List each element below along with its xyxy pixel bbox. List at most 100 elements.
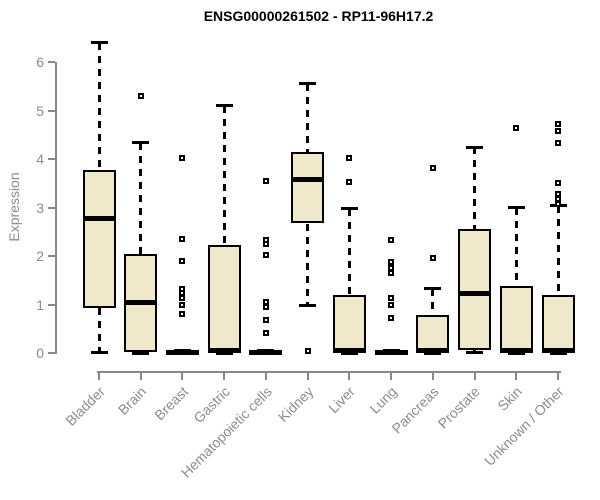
- lower-whisker-cap: [466, 350, 484, 354]
- lower-whisker-cap: [299, 303, 317, 307]
- x-axis-tick: [431, 373, 434, 380]
- x-axis-tick: [139, 373, 142, 380]
- x-axis-tick: [390, 373, 393, 380]
- outlier-point: [555, 180, 561, 187]
- x-tick-label: Liver: [325, 383, 358, 417]
- x-tick-label: Brain: [114, 383, 150, 418]
- outlier-point: [346, 179, 353, 186]
- outlier-point: [346, 155, 353, 162]
- median-line: [165, 349, 199, 355]
- x-tick-label: Bladder: [62, 383, 108, 429]
- outlier-point: [388, 315, 395, 322]
- median-line: [249, 349, 283, 355]
- outlier-point: [513, 125, 520, 132]
- upper-whisker: [97, 42, 101, 170]
- outlier-point: [555, 121, 561, 128]
- lower-whisker: [97, 307, 101, 353]
- y-axis-tick: [48, 109, 55, 112]
- box: [541, 294, 575, 353]
- x-axis-line: [97, 371, 561, 373]
- box: [416, 315, 450, 353]
- outlier-point: [262, 252, 269, 259]
- x-tick-label: Prostate: [434, 383, 484, 432]
- median-line: [374, 349, 408, 355]
- outlier-point: [304, 348, 311, 355]
- outlier-point: [262, 317, 269, 324]
- upper-whisker: [139, 142, 143, 255]
- box: [499, 286, 533, 352]
- median-line: [291, 176, 325, 182]
- median-line: [499, 348, 533, 354]
- lower-whisker: [306, 223, 310, 306]
- x-axis-tick: [515, 373, 518, 380]
- box: [82, 169, 116, 308]
- outlier-point: [179, 257, 186, 264]
- outlier-point: [262, 298, 269, 305]
- outlier-point: [262, 330, 269, 337]
- y-tick-label: 5: [36, 102, 44, 119]
- median-line: [332, 348, 366, 354]
- x-tick-label: Lung: [366, 383, 400, 417]
- upper-whisker-cap: [132, 141, 150, 144]
- x-axis-tick: [306, 373, 309, 380]
- median-line: [416, 348, 450, 354]
- outlier-point: [555, 127, 561, 134]
- y-axis-line: [55, 62, 57, 354]
- x-axis-tick: [264, 373, 267, 380]
- x-tick-label: Kidney: [274, 383, 317, 425]
- x-axis-tick: [223, 373, 226, 380]
- median-line: [458, 291, 492, 297]
- box: [207, 244, 241, 353]
- y-tick-label: 2: [36, 248, 44, 264]
- lower-whisker-cap: [132, 351, 150, 355]
- upper-whisker: [431, 288, 435, 316]
- upper-whisker: [306, 83, 310, 152]
- y-axis-tick: [48, 158, 55, 160]
- chart-title: ENSG00000261502 - RP11-96H17.2: [203, 8, 434, 24]
- x-axis-tick: [557, 373, 559, 380]
- y-axis-tick: [48, 303, 55, 306]
- outlier-point: [429, 255, 436, 262]
- y-tick-label: 0: [36, 345, 44, 361]
- lower-whisker-cap: [90, 350, 108, 354]
- upper-whisker: [514, 207, 518, 287]
- outlier-point: [429, 164, 436, 171]
- outlier-point: [555, 140, 561, 147]
- box: [332, 294, 366, 353]
- x-axis-tick: [98, 373, 100, 380]
- median-line: [541, 348, 575, 354]
- outlier-point: [388, 264, 395, 271]
- x-axis-tick: [348, 373, 351, 380]
- x-axis-tick: [181, 373, 184, 380]
- upper-whisker: [473, 147, 477, 229]
- upper-whisker-cap: [424, 287, 442, 291]
- upper-whisker-cap: [466, 145, 484, 149]
- y-tick-label: 3: [36, 199, 44, 216]
- outlier-point: [555, 200, 561, 207]
- y-axis-tick: [48, 206, 55, 209]
- upper-whisker-cap: [507, 206, 525, 209]
- box: [291, 151, 325, 224]
- upper-whisker-cap: [90, 41, 108, 45]
- outlier-point: [137, 92, 144, 99]
- outlier-point: [262, 177, 269, 184]
- y-tick-label: 4: [36, 151, 44, 167]
- x-axis-tick: [473, 373, 476, 380]
- outlier-point: [388, 270, 395, 277]
- y-axis-tick: [48, 61, 55, 63]
- outlier-point: [388, 295, 395, 302]
- box: [458, 228, 492, 350]
- outlier-point: [179, 302, 186, 309]
- median-line: [82, 215, 116, 221]
- median-line: [207, 348, 241, 354]
- outlier-point: [179, 294, 186, 301]
- upper-whisker-cap: [340, 207, 358, 211]
- outlier-point: [179, 311, 186, 318]
- x-tick-label: Skin: [494, 383, 525, 414]
- upper-whisker-cap: [215, 104, 233, 108]
- outlier-point: [179, 235, 186, 242]
- outlier-point: [262, 241, 269, 248]
- y-tick-label: 1: [36, 296, 44, 313]
- upper-whisker: [347, 208, 351, 295]
